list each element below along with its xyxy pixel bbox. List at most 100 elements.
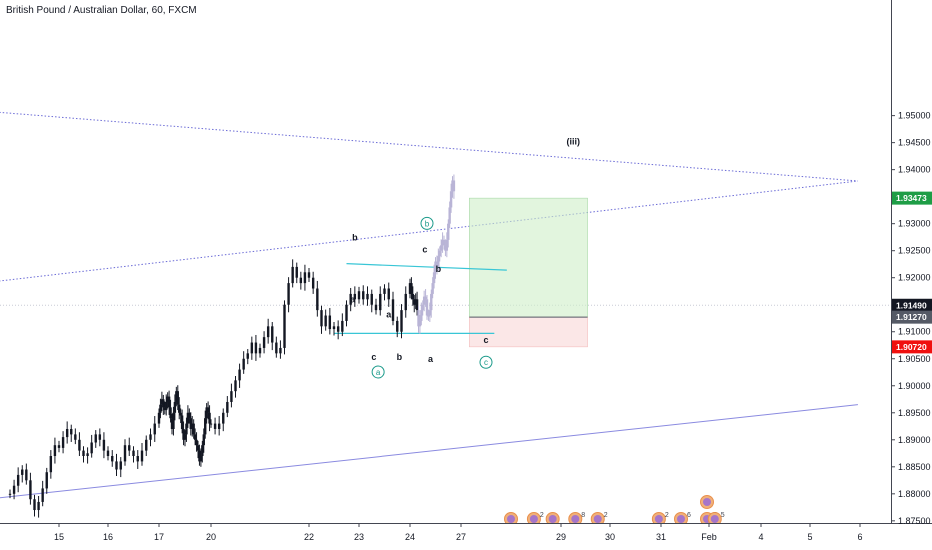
candle-body <box>49 456 53 473</box>
candle-body <box>400 310 403 332</box>
candle-body <box>193 434 197 440</box>
candle-body <box>357 291 361 300</box>
wave-label: (iii) <box>567 136 581 146</box>
event-marker-core <box>571 515 580 523</box>
candle-body <box>186 412 190 424</box>
candle-body <box>213 423 217 429</box>
x-tick-label: 31 <box>656 532 666 542</box>
candle-body <box>21 469 24 475</box>
candle-body <box>303 272 307 284</box>
event-marker-core <box>548 515 557 523</box>
candle-body <box>136 456 139 462</box>
candle-body <box>387 288 390 300</box>
candle-body <box>128 445 131 451</box>
y-tick-label: 1.93000 <box>898 219 931 229</box>
wave-label: c <box>371 352 376 362</box>
candle-body <box>106 450 110 457</box>
candle-body <box>25 469 28 481</box>
x-tick-label: 30 <box>605 532 615 542</box>
candle-body <box>201 445 204 457</box>
event-marker-core <box>710 515 719 523</box>
candle-body <box>202 434 205 446</box>
candle-body <box>345 304 348 321</box>
candle-body <box>90 442 93 454</box>
candle-body <box>258 347 262 354</box>
candle-body <box>434 261 437 273</box>
event-count: 6 <box>687 512 691 519</box>
candle-body <box>445 239 449 251</box>
price-badges: 1.93473 1.91490 1.91270 1.90720 <box>892 191 932 354</box>
x-tick-label: 16 <box>103 532 113 542</box>
event-marker-core <box>507 515 515 523</box>
price-badge-label: 1.91270 <box>896 312 927 322</box>
price-badge <box>892 298 932 312</box>
y-tick-label: 1.94500 <box>898 138 931 148</box>
candle-body <box>175 391 178 402</box>
candle-body <box>199 456 203 462</box>
profit-zone <box>469 197 588 318</box>
candle-body <box>82 450 85 457</box>
candle-body <box>230 391 233 402</box>
candle-body <box>209 423 213 425</box>
candle-body <box>427 315 430 317</box>
candle-body <box>287 283 290 305</box>
y-axis-panel <box>891 0 932 550</box>
candle-body <box>266 326 270 338</box>
candle-body <box>383 288 386 294</box>
candle-body <box>185 423 188 435</box>
circled-label-ring <box>371 365 385 379</box>
candle-body <box>336 326 340 332</box>
x-tick-label: 23 <box>354 532 364 542</box>
candle-body <box>311 277 315 289</box>
candle-body <box>115 461 118 470</box>
candle-body <box>299 277 303 284</box>
candle-body <box>432 272 436 284</box>
candle-body <box>431 283 434 294</box>
candle-body <box>206 407 210 413</box>
candle-body <box>159 404 162 413</box>
candle-body <box>179 412 182 416</box>
candle-body <box>410 283 413 294</box>
candle-body <box>413 299 416 305</box>
x-tick-label: 24 <box>405 532 415 542</box>
event-count: 2 <box>540 512 544 519</box>
price-badge <box>892 310 932 324</box>
price-badge-label: 1.93473 <box>896 193 927 203</box>
candle-body <box>414 299 417 305</box>
candle-body <box>316 288 319 311</box>
candle-body <box>366 293 369 300</box>
candle-body <box>191 423 194 429</box>
y-tick-label: 1.88500 <box>898 462 931 472</box>
y-tick-label: 1.91000 <box>898 327 931 337</box>
price-badge <box>892 191 932 205</box>
candle-body <box>415 299 419 311</box>
y-tick-label: 1.94000 <box>898 165 931 175</box>
candle-body <box>172 412 175 429</box>
candle-body <box>196 445 200 451</box>
x-axis-panel <box>0 523 932 550</box>
wave-label: a <box>350 295 356 305</box>
candle-body <box>61 437 65 448</box>
candle-body <box>157 412 161 424</box>
candle-body <box>420 310 423 321</box>
y-tick-label: 1.92500 <box>898 246 931 256</box>
event-count: 5 <box>721 512 725 519</box>
candle-body <box>341 320 344 332</box>
stop-zone <box>469 316 588 348</box>
candle-body <box>189 418 192 429</box>
candle-body <box>250 342 254 354</box>
circled-label: a <box>376 368 381 377</box>
candle-body <box>169 407 172 419</box>
channel-line <box>0 111 858 182</box>
candle-body <box>439 245 443 251</box>
candle-body <box>396 320 399 332</box>
x-tick-label: 17 <box>154 532 164 542</box>
candle-body <box>391 299 395 321</box>
candle-body <box>198 450 201 462</box>
candle-body <box>332 326 336 330</box>
candle-body <box>166 396 169 402</box>
circled-label: c <box>484 358 488 367</box>
